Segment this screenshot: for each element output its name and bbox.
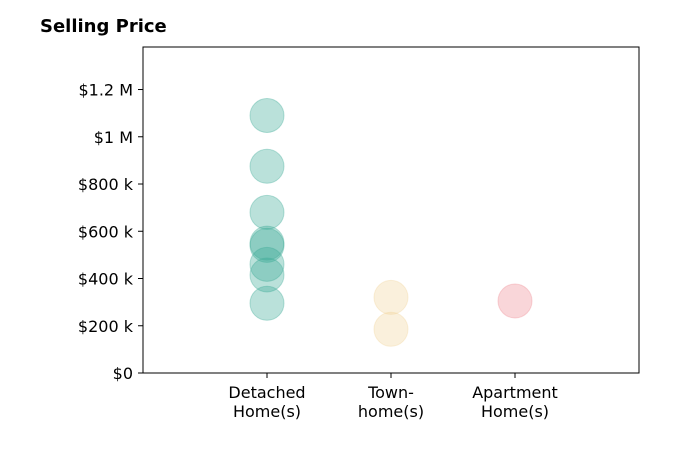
data-point (249, 98, 285, 134)
y-tick-label: $1 M (94, 128, 133, 147)
y-tick-label: $200 k (78, 317, 134, 336)
y-tick-label: $1.2 M (78, 81, 133, 100)
chart-title: Selling Price (40, 16, 167, 37)
data-point (249, 225, 285, 261)
data-point (373, 311, 409, 347)
x-tick-label: Home(s) (233, 402, 301, 421)
x-tick-label: Home(s) (481, 402, 549, 421)
data-point (249, 285, 285, 321)
y-tick-label: $800 k (78, 175, 134, 194)
data-point (373, 279, 409, 315)
data-point (249, 246, 285, 282)
data-point (249, 148, 285, 184)
y-tick-label: $600 k (78, 222, 134, 241)
data-point (249, 257, 285, 293)
x-tick-label: Town- (367, 383, 414, 402)
data-point (497, 283, 533, 319)
y-tick-label: $0 (113, 364, 133, 383)
data-point (249, 227, 285, 263)
data-point (249, 194, 285, 230)
x-tick-label: Detached (228, 383, 305, 402)
x-tick-label: home(s) (358, 402, 424, 421)
x-tick-label: Apartment (472, 383, 558, 402)
y-tick-label: $400 k (78, 270, 134, 289)
